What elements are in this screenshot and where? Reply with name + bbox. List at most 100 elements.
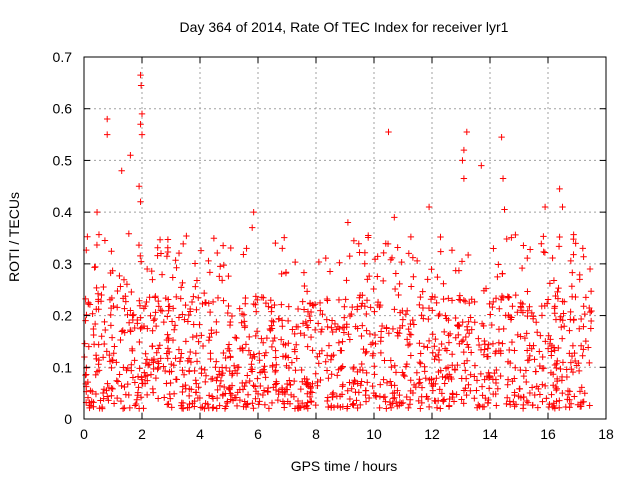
data-point (418, 312, 425, 319)
data-point (266, 325, 274, 333)
data-point (356, 249, 363, 256)
data-point (209, 298, 217, 306)
data-point (127, 152, 134, 159)
data-point (543, 395, 550, 402)
data-point (502, 312, 509, 319)
data-point (206, 308, 214, 316)
data-point (306, 312, 313, 320)
data-point (575, 367, 583, 375)
data-point (516, 385, 524, 393)
data-point (143, 391, 151, 399)
data-point (409, 254, 417, 261)
data-point (403, 360, 411, 368)
data-point (160, 363, 167, 370)
data-point (389, 325, 397, 333)
data-point (363, 327, 370, 334)
data-point (149, 342, 156, 350)
data-point (481, 341, 489, 348)
data-point (251, 383, 259, 390)
data-point (465, 318, 472, 325)
data-point (168, 318, 176, 325)
data-point (293, 323, 300, 330)
data-point (405, 404, 412, 412)
data-point (558, 377, 566, 384)
data-point (475, 335, 482, 342)
data-point (177, 284, 185, 291)
data-point (195, 338, 202, 345)
data-point (532, 319, 540, 326)
data-point (175, 346, 183, 353)
data-point (314, 353, 321, 360)
data-point (177, 295, 184, 302)
data-point (293, 341, 300, 348)
data-point (497, 372, 504, 380)
plot-frame (83, 56, 607, 420)
data-point (417, 360, 424, 367)
data-point (524, 312, 531, 320)
data-point (458, 258, 466, 265)
data-point (417, 405, 424, 412)
data-point (455, 321, 462, 329)
data-point (429, 331, 436, 338)
data-point (392, 270, 400, 277)
data-point (154, 395, 162, 402)
data-point (377, 328, 385, 335)
data-point (138, 131, 146, 138)
data-point (279, 353, 287, 360)
data-point (419, 304, 427, 312)
data-point (578, 384, 585, 391)
data-point (213, 329, 220, 336)
data-point (462, 367, 469, 374)
data-point (476, 402, 483, 410)
data-point (362, 349, 369, 357)
data-point (536, 348, 543, 355)
data-point (81, 340, 88, 347)
data-point (91, 320, 99, 328)
data-point (317, 328, 325, 336)
data-point (416, 301, 423, 309)
data-point (268, 399, 276, 407)
data-point (202, 299, 210, 306)
data-point (437, 248, 444, 255)
data-point (271, 301, 278, 309)
data-point (444, 364, 452, 371)
data-point (586, 402, 593, 409)
data-point (342, 296, 349, 303)
data-point (167, 395, 174, 402)
data-point (380, 394, 387, 401)
data-point (566, 327, 573, 334)
data-point (226, 347, 233, 355)
data-point (346, 312, 354, 320)
data-point (110, 400, 118, 407)
data-point (435, 356, 443, 364)
data-point (143, 265, 151, 273)
data-point (171, 322, 179, 329)
data-point (404, 341, 412, 349)
data-point (221, 383, 228, 391)
data-point (299, 298, 306, 305)
data-point (128, 345, 136, 353)
data-point (336, 393, 344, 400)
data-point (392, 369, 400, 376)
data-point (165, 296, 172, 303)
data-point (448, 247, 456, 254)
data-point (137, 258, 145, 265)
data-point (586, 265, 594, 273)
data-point (495, 261, 502, 268)
data-point (260, 387, 268, 394)
data-point (538, 240, 545, 247)
data-point (254, 375, 261, 382)
data-point (455, 296, 463, 303)
data-point (471, 298, 478, 306)
data-point (267, 297, 274, 304)
data-point (304, 380, 311, 388)
data-point (442, 374, 449, 381)
data-point (363, 369, 370, 377)
data-point (545, 332, 552, 339)
data-point (307, 385, 314, 392)
data-point (355, 389, 363, 396)
data-point (341, 314, 348, 321)
data-point (559, 203, 566, 211)
data-point (106, 296, 114, 303)
data-point (463, 323, 471, 330)
